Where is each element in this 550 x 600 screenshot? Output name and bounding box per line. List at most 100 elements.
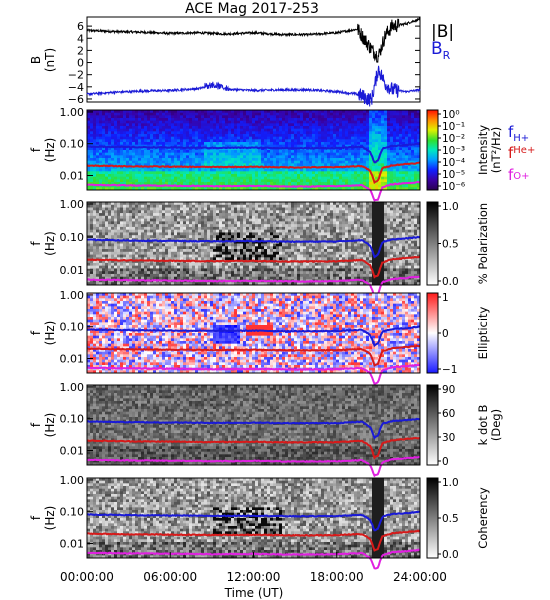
- spectrogram-cell: [165, 179, 169, 183]
- spectrogram-cell: [180, 112, 184, 116]
- spectrogram-cell: [315, 120, 319, 124]
- spectrogram-cell: [126, 235, 130, 239]
- spectrogram-cell: [96, 226, 100, 231]
- spectrogram-cell: [147, 207, 151, 211]
- spectrogram-cell: [408, 179, 412, 183]
- spectrogram-cell: [108, 136, 112, 140]
- spectrogram-cell: [138, 155, 142, 159]
- spectrogram-cell: [315, 187, 319, 191]
- spectrogram-cell: [192, 150, 196, 154]
- spectrogram-cell: [150, 262, 154, 267]
- spectrogram-cell: [114, 224, 118, 228]
- spectrogram-cell: [333, 176, 337, 180]
- spectrogram-cell: [207, 131, 211, 135]
- spectrogram-cell: [162, 128, 166, 132]
- spectrogram-cell: [381, 131, 385, 135]
- spectrogram-cell: [213, 262, 217, 267]
- spectrogram-cell: [189, 187, 193, 191]
- spectrogram-cell: [135, 243, 139, 247]
- spectrogram-cell: [162, 218, 166, 222]
- spectrogram-cell: [288, 120, 292, 124]
- spectrogram-cell: [117, 229, 121, 233]
- spectrogram-cell: [225, 187, 229, 191]
- spectrogram-cell: [114, 131, 118, 135]
- spectrogram-cell: [126, 240, 130, 244]
- spectrogram-cell: [267, 174, 271, 178]
- spectrogram-cell: [312, 118, 316, 122]
- spectrogram-cell: [402, 123, 406, 127]
- spectrogram-cell: [312, 126, 316, 130]
- spectrogram-cell: [216, 213, 220, 217]
- spectrogram-cell: [234, 182, 238, 186]
- spectrogram-cell: [252, 176, 256, 180]
- spectrogram-cell: [186, 204, 190, 208]
- spectrogram-cell: [279, 120, 283, 124]
- spectrogram-cell: [330, 134, 334, 138]
- spectrogram-cell: [174, 221, 178, 225]
- spectrogram-cell: [189, 179, 193, 183]
- spectrogram-cell: [219, 249, 223, 253]
- spectrogram-cell: [111, 158, 115, 162]
- spectrogram-cell: [183, 112, 187, 116]
- spectrogram-cell: [174, 128, 178, 132]
- spectrogram-cell: [153, 136, 157, 140]
- spectrogram-cell: [93, 131, 97, 135]
- spectrogram-cell: [234, 262, 238, 267]
- spectrogram-cell: [240, 139, 244, 143]
- spectrogram-cell: [327, 126, 331, 130]
- spectrogram-cell: [234, 282, 238, 286]
- spectrogram-cell: [99, 226, 103, 231]
- spectrogram-cell: [156, 174, 160, 178]
- spectrogram-cell: [342, 110, 346, 114]
- spectrogram-cell: [105, 182, 109, 186]
- spectrogram-cell: [171, 179, 175, 183]
- spectrogram-cell: [150, 271, 154, 275]
- spectrogram-cell: [357, 171, 361, 175]
- spectrogram-cell: [150, 155, 154, 159]
- spectrogram-cell: [390, 131, 394, 135]
- spectrogram-cell: [183, 273, 187, 278]
- spectrogram-cell: [408, 120, 412, 124]
- spectrogram-cell: [90, 207, 94, 211]
- spectrogram-cell: [411, 176, 415, 180]
- spectrogram-cell: [156, 204, 160, 208]
- spectrogram-cell: [87, 139, 91, 143]
- spectrogram-cell: [192, 115, 196, 119]
- spectrogram-cell: [381, 128, 385, 132]
- spectrogram-cell: [105, 254, 109, 258]
- spectrogram-cell: [234, 237, 238, 242]
- spectrogram-cell: [339, 110, 343, 114]
- spectrogram-cell: [330, 142, 334, 146]
- spectrogram-cell: [117, 265, 121, 269]
- spectrogram-cell: [117, 126, 121, 130]
- spectrogram-cell: [201, 237, 205, 242]
- spectrogram-cell: [294, 168, 298, 172]
- spectrogram-cell: [123, 134, 127, 138]
- spectrogram-cell: [138, 235, 142, 239]
- spectrogram-cell: [144, 218, 148, 222]
- spectrogram-cell: [183, 221, 187, 225]
- spectrogram-cell: [354, 179, 358, 183]
- spectrogram-cell: [258, 176, 262, 180]
- spectrogram-cell: [138, 210, 142, 214]
- spectrogram-cell: [336, 163, 340, 167]
- spectrogram-cell: [231, 237, 235, 242]
- spectrogram-cell: [267, 118, 271, 122]
- spectrogram-cell: [288, 171, 292, 175]
- spectrogram-cell: [144, 237, 148, 242]
- spectrogram-cell: [318, 155, 322, 159]
- spectrogram-cell: [198, 155, 202, 159]
- spectrogram-cell: [102, 118, 106, 122]
- spectrogram-cell: [228, 150, 232, 154]
- spectrogram-cell: [114, 226, 118, 231]
- spectrogram-cell: [147, 152, 151, 156]
- spectrogram-cell: [165, 265, 169, 269]
- spectrogram-cell: [117, 168, 121, 172]
- spectrogram-cell: [129, 126, 133, 130]
- spectrogram-cell: [111, 210, 115, 214]
- spectrogram-cell: [195, 139, 199, 143]
- spectrogram-cell: [354, 152, 358, 156]
- spectrogram-cell: [240, 226, 244, 231]
- spectrogram-cell: [375, 152, 379, 156]
- spectrogram-cell: [213, 128, 217, 132]
